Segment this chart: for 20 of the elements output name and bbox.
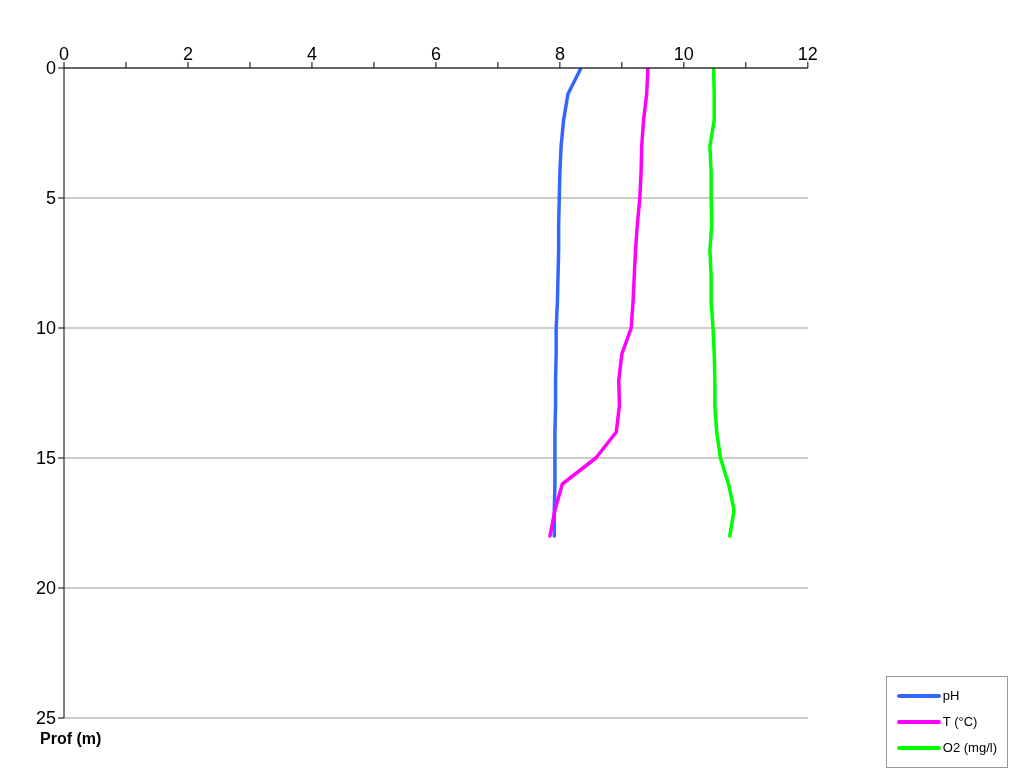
x-tick-label: 12 bbox=[797, 44, 818, 64]
line-series bbox=[548, 68, 650, 538]
x-tick-label: 4 bbox=[306, 44, 317, 64]
y-tick-label: 20 bbox=[35, 578, 56, 599]
y-tick-label: 10 bbox=[35, 318, 56, 339]
x-tick-label: 10 bbox=[673, 44, 694, 64]
y-tick-label: 5 bbox=[45, 188, 56, 209]
legend-label: T (°C) bbox=[942, 713, 978, 731]
y-tick-label: 15 bbox=[35, 448, 56, 469]
x-tick-label: 0 bbox=[58, 44, 70, 64]
line-series bbox=[552, 68, 583, 538]
legend-label: pH bbox=[942, 687, 960, 705]
y-tick-label: 0 bbox=[45, 58, 56, 79]
x-tick-label: 2 bbox=[182, 44, 193, 64]
x-tick-label: 6 bbox=[430, 44, 441, 64]
x-tick-label: 8 bbox=[554, 44, 565, 64]
line-series bbox=[708, 68, 736, 538]
y-axis-title: Prof (m) bbox=[40, 730, 102, 748]
legend-label: O2 (mg/l) bbox=[942, 739, 997, 757]
y-tick-label: 25 bbox=[35, 708, 56, 729]
